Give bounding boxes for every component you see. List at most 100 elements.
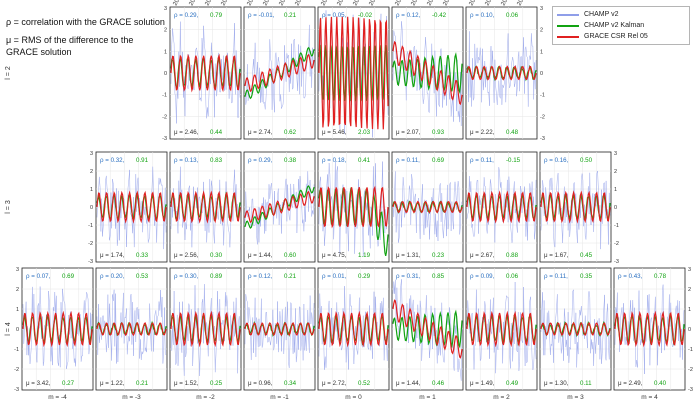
- year-label: 2003: [172, 0, 184, 7]
- ytick-label: 1: [164, 49, 167, 55]
- mu-stat-kalman: 0.49: [506, 380, 519, 387]
- ytick-label: 3: [688, 267, 691, 273]
- year-label: 2003: [246, 0, 258, 7]
- year-label: 2006: [294, 0, 306, 7]
- rho-stat: ρ = 0.43,: [618, 273, 643, 280]
- series-kalman: [392, 309, 463, 349]
- m-label: m = -1: [270, 394, 289, 401]
- ytick-label: 2: [614, 169, 617, 175]
- legend-label-grace: GRACE CSR Rel 05: [584, 33, 648, 40]
- year-label: 2005: [278, 0, 290, 7]
- m-label: m = -2: [196, 394, 215, 401]
- legend-label-champ: CHAMP v2: [584, 11, 619, 18]
- rho-stat-kalman: 0.41: [358, 157, 371, 164]
- mu-stat: μ = 2.74,: [248, 129, 273, 136]
- panel: ρ = 0.20, 0.53 μ = 1.22, 0.21 m = -3: [95, 267, 168, 401]
- mu-stat: μ = 2.49,: [618, 380, 643, 387]
- rho-stat: ρ = 0.11,: [396, 157, 420, 164]
- mu-stat: μ = 1.44,: [396, 380, 421, 387]
- rho-stat-kalman: 0.21: [284, 273, 297, 280]
- mu-stat-kalman: 0.62: [284, 129, 297, 136]
- ytick-label: 3: [540, 6, 543, 12]
- ytick-label: 2: [16, 287, 19, 293]
- ytick-label: 0: [164, 71, 167, 77]
- mu-stat-kalman: 0.33: [136, 252, 149, 259]
- rho-stat: ρ = 0.01,: [322, 273, 347, 280]
- rho-stat-kalman: 0.89: [210, 273, 223, 280]
- legend-item-kalman: CHAMP v2 Kalman: [557, 20, 685, 31]
- rho-stat-kalman: 0.78: [654, 273, 667, 280]
- legend-label-kalman: CHAMP v2 Kalman: [584, 22, 645, 29]
- year-label: 2003: [394, 0, 406, 7]
- year-label: 2004: [410, 0, 422, 7]
- ytick-label: 1: [540, 49, 543, 55]
- ytick-label: 1: [688, 307, 691, 313]
- mu-stat-kalman: 0.60: [284, 252, 297, 259]
- panel: ρ = 0.12, 0.21 μ = 0.96, 0.34 m = -1: [243, 267, 316, 401]
- series-grace: [318, 310, 389, 348]
- rho-stat-kalman: 0.69: [432, 157, 445, 164]
- series-champ: [540, 170, 611, 250]
- ytick-label: -3: [14, 387, 19, 393]
- series-champ: [466, 31, 537, 107]
- rho-stat-kalman: 0.35: [580, 273, 593, 280]
- ytick-label: -3: [540, 136, 545, 142]
- ytick-label: -3: [88, 259, 93, 265]
- series-kalman: [392, 52, 463, 95]
- mu-stat-kalman: 1.19: [358, 252, 371, 259]
- ytick-label: -2: [688, 367, 693, 373]
- rho-definition: ρ = correlation with the GRACE solution: [6, 17, 165, 27]
- m-label: m = 1: [419, 394, 436, 401]
- series-grace: [540, 321, 611, 337]
- mu-stat-kalman: 0.93: [432, 129, 445, 136]
- series-champ: [466, 167, 537, 243]
- series-grace: [170, 53, 241, 93]
- year-label: 2006: [516, 0, 528, 7]
- mu-stat-kalman: 0.23: [432, 252, 445, 259]
- rho-stat: ρ = 0.05,: [322, 12, 347, 19]
- series-grace: [392, 200, 463, 214]
- panel: ρ = 0.11, 0.35 μ = 1.30, 0.11 m = 3: [539, 267, 612, 401]
- ytick-label: 1: [614, 187, 617, 193]
- series-champ: [96, 289, 167, 364]
- series-champ: [392, 171, 463, 243]
- rho-stat-kalman: 0.06: [506, 273, 519, 280]
- mu-stat: μ = 1.44,: [248, 252, 273, 259]
- rho-stat: ρ = 0.12,: [396, 12, 421, 19]
- ytick-label: -2: [540, 114, 545, 120]
- rho-stat-kalman: 0.85: [432, 273, 445, 280]
- rho-stat-kalman: 0.79: [210, 12, 223, 19]
- rho-stat-kalman: 0.29: [358, 273, 371, 280]
- ytick-label: 2: [688, 287, 691, 293]
- panel: ρ = 0.12, -0.42 μ = 2.07, 0.93 2003 2004 2005 2…: [391, 0, 464, 140]
- ytick-label: 0: [90, 205, 93, 211]
- series-grace: [96, 321, 167, 337]
- m-label: m = 2: [493, 394, 510, 401]
- ytick-label: -2: [614, 241, 619, 247]
- panel: ρ = 0.07, 0.69 μ = 3.42, 0.27 3 2 1 0 -1 -2 -3 m = …: [14, 267, 94, 401]
- year-label: 2004: [262, 0, 274, 7]
- mu-stat: μ = 2.22,: [470, 129, 495, 136]
- mu-stat-kalman: 0.88: [506, 252, 519, 259]
- series-grace: [96, 190, 167, 224]
- ytick-label: -1: [88, 223, 93, 229]
- mu-stat-kalman: 0.52: [358, 380, 371, 387]
- rho-stat: ρ = 0.13,: [174, 157, 199, 164]
- year-label: 2004: [336, 0, 348, 7]
- rho-stat-kalman: 0.21: [284, 12, 297, 19]
- m-label: m = -3: [122, 394, 141, 401]
- rho-stat: ρ = 0.07,: [26, 273, 51, 280]
- rho-stat: ρ = 0.18,: [322, 157, 347, 164]
- mu-stat-kalman: 0.46: [432, 380, 445, 387]
- panel: ρ = 0.09, 0.06 μ = 1.49, 0.49 m = 2: [465, 267, 538, 401]
- ytick-label: -2: [14, 367, 19, 373]
- panel: ρ = 0.11, 0.69 μ = 1.31, 0.23: [391, 151, 464, 263]
- mu-stat: μ = 1.52,: [174, 380, 199, 387]
- series-grace: [318, 16, 389, 130]
- series-grace: [392, 40, 463, 106]
- mu-stat: μ = 1.30,: [544, 380, 569, 387]
- legend: CHAMP v2 CHAMP v2 Kalman GRACE CSR Rel 0…: [552, 6, 690, 45]
- rho-stat-kalman: 0.53: [136, 273, 149, 280]
- mu-definition: μ = RMS of the difference to the GRACE s…: [6, 35, 134, 57]
